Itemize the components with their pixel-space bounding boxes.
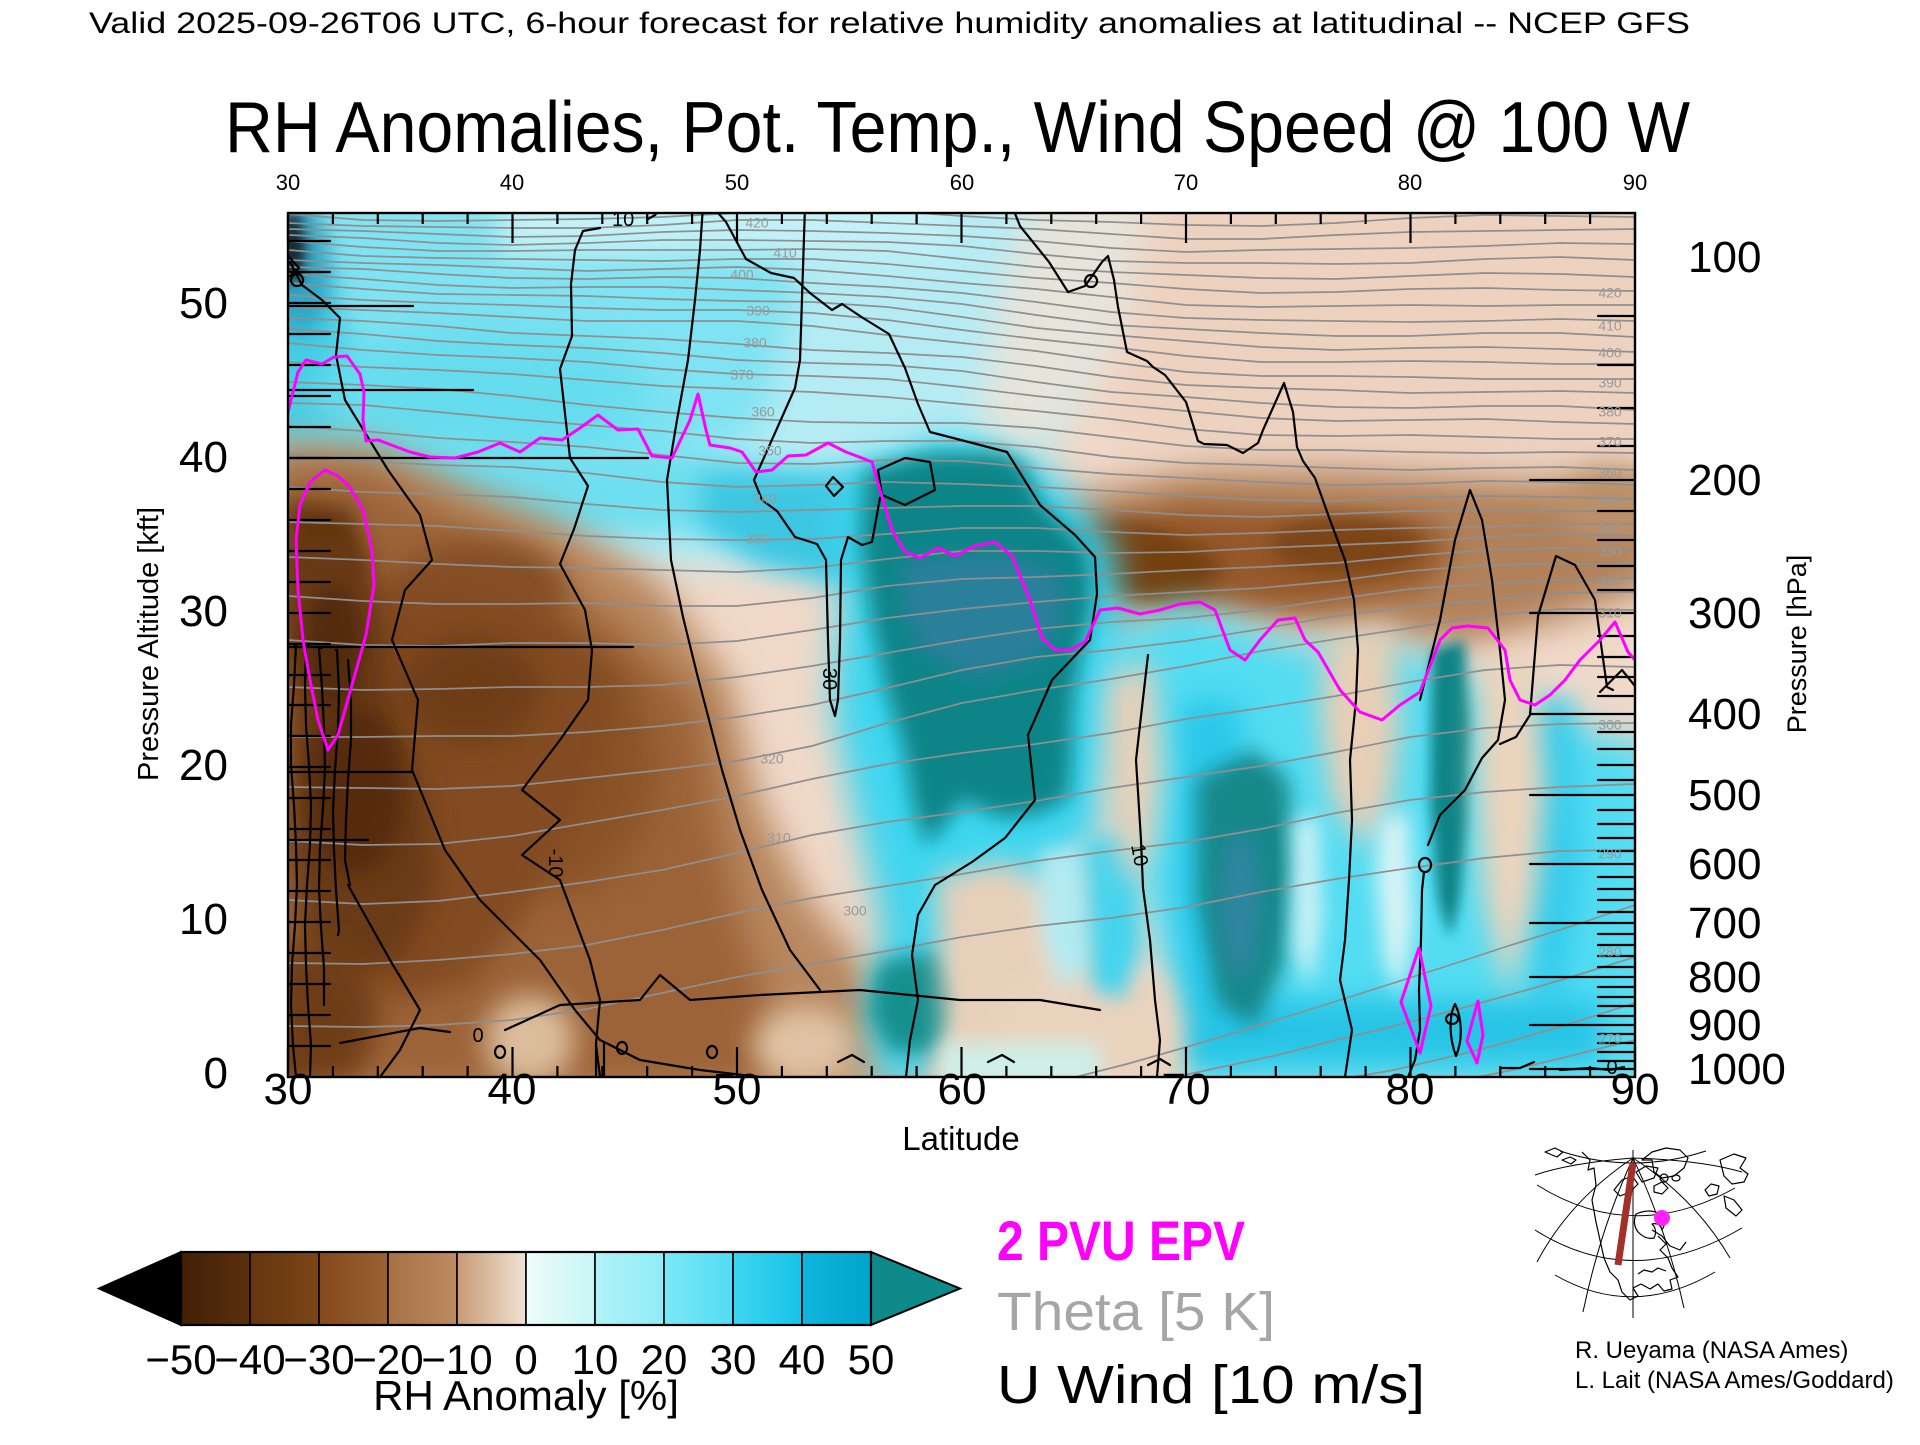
svg-text:40: 40	[488, 1065, 537, 1114]
svg-text:R. Ueyama (NASA Ames): R. Ueyama (NASA Ames)	[1575, 1337, 1848, 1364]
svg-text:400: 400	[1598, 345, 1622, 361]
svg-text:20: 20	[641, 1336, 688, 1383]
svg-text:70: 70	[1162, 1065, 1211, 1114]
svg-text:10: 10	[179, 895, 228, 944]
svg-text:L. Lait (NASA Ames/Goddard): L. Lait (NASA Ames/Goddard)	[1575, 1367, 1894, 1394]
svg-text:390: 390	[746, 303, 770, 319]
svg-text:330: 330	[746, 531, 770, 547]
svg-text:40: 40	[500, 170, 524, 195]
svg-text:RH Anomaly [%]: RH Anomaly [%]	[373, 1372, 679, 1419]
svg-text:80: 80	[1386, 1065, 1435, 1114]
svg-text:Latitude: Latitude	[902, 1120, 1019, 1157]
svg-text:420: 420	[745, 215, 769, 231]
svg-text:RH Anomalies, Pot. Temp., Wind: RH Anomalies, Pot. Temp., Wind Speed @ 1…	[225, 88, 1690, 168]
svg-text:0: 0	[204, 1049, 228, 1098]
svg-text:350: 350	[758, 443, 782, 459]
svg-text:360: 360	[751, 404, 775, 420]
svg-text:800: 800	[1688, 953, 1761, 1002]
svg-text:400: 400	[1688, 690, 1761, 739]
svg-text:Pressure [hPa]: Pressure [hPa]	[1782, 555, 1812, 734]
svg-text:390: 390	[1598, 375, 1622, 391]
svg-text:50: 50	[713, 1065, 762, 1114]
svg-text:30: 30	[264, 1065, 313, 1114]
svg-text:−30: −30	[283, 1336, 354, 1383]
svg-text:50: 50	[725, 170, 749, 195]
svg-text:30: 30	[818, 668, 840, 690]
svg-text:1000: 1000	[1688, 1045, 1786, 1094]
svg-text:290: 290	[1598, 846, 1622, 862]
svg-text:30: 30	[710, 1336, 757, 1383]
svg-text:410: 410	[773, 245, 797, 261]
svg-text:370: 370	[730, 367, 754, 383]
svg-text:90: 90	[1623, 170, 1647, 195]
svg-text:380: 380	[1598, 404, 1622, 420]
svg-text:310: 310	[1598, 605, 1622, 621]
svg-text:50: 50	[179, 279, 228, 328]
svg-text:90: 90	[1611, 1065, 1660, 1114]
svg-text:400: 400	[730, 267, 754, 283]
svg-text:10: 10	[572, 1336, 619, 1383]
svg-text:Valid 2025-09-26T06 UTC, 6-hou: Valid 2025-09-26T06 UTC, 6-hour forecast…	[89, 7, 1690, 40]
svg-text:500: 500	[1688, 771, 1761, 820]
svg-text:40: 40	[779, 1336, 826, 1383]
svg-text:0: 0	[472, 1025, 483, 1047]
svg-text:360: 360	[1598, 465, 1622, 481]
svg-text:60: 60	[938, 1065, 987, 1114]
svg-text:300: 300	[1598, 717, 1622, 733]
svg-text:410: 410	[1598, 318, 1622, 334]
svg-text:300: 300	[1688, 589, 1761, 638]
svg-text:700: 700	[1688, 899, 1761, 948]
svg-text:200: 200	[1688, 456, 1761, 505]
svg-text:30: 30	[179, 587, 228, 636]
svg-text:350: 350	[1598, 493, 1622, 509]
svg-text:280: 280	[1598, 944, 1622, 960]
svg-text:−20: −20	[352, 1336, 423, 1383]
svg-text:2 PVU EPV: 2 PVU EPV	[997, 1209, 1245, 1272]
svg-text:900: 900	[1688, 1001, 1761, 1050]
svg-text:420: 420	[1598, 285, 1622, 301]
svg-text:600: 600	[1688, 840, 1761, 889]
svg-text:70: 70	[1174, 170, 1198, 195]
svg-text:30: 30	[276, 170, 300, 195]
svg-text:−10: −10	[421, 1336, 492, 1383]
svg-text:270: 270	[1598, 1031, 1622, 1047]
svg-text:0: 0	[514, 1336, 537, 1383]
svg-text:40: 40	[179, 433, 228, 482]
svg-text:340: 340	[753, 491, 777, 507]
svg-text:-10: -10	[544, 849, 566, 878]
svg-text:Pressure Altitude [kft]: Pressure Altitude [kft]	[133, 507, 165, 781]
svg-text:300: 300	[843, 903, 867, 919]
svg-text:100: 100	[1688, 233, 1761, 282]
svg-text:20: 20	[179, 741, 228, 790]
svg-text:340: 340	[1598, 520, 1622, 536]
svg-text:330: 330	[1598, 544, 1622, 560]
svg-text:−40: −40	[214, 1336, 285, 1383]
svg-text:380: 380	[743, 335, 767, 351]
svg-text:310: 310	[767, 830, 791, 846]
svg-text:10: 10	[1126, 842, 1152, 868]
svg-text:80: 80	[1398, 170, 1422, 195]
svg-text:60: 60	[950, 170, 974, 195]
svg-text:320: 320	[1598, 574, 1622, 590]
svg-text:370: 370	[1598, 434, 1622, 450]
svg-text:0: 0	[1606, 1057, 1617, 1079]
svg-text:290: 290	[838, 991, 862, 1007]
svg-text:Theta [5 K]: Theta [5 K]	[997, 1282, 1275, 1342]
svg-text:50: 50	[848, 1336, 895, 1383]
svg-text:U Wind [10 m/s]: U Wind [10 m/s]	[997, 1355, 1425, 1415]
svg-text:320: 320	[760, 751, 784, 767]
svg-text:−50: −50	[145, 1336, 216, 1383]
svg-text:10: 10	[612, 209, 634, 231]
